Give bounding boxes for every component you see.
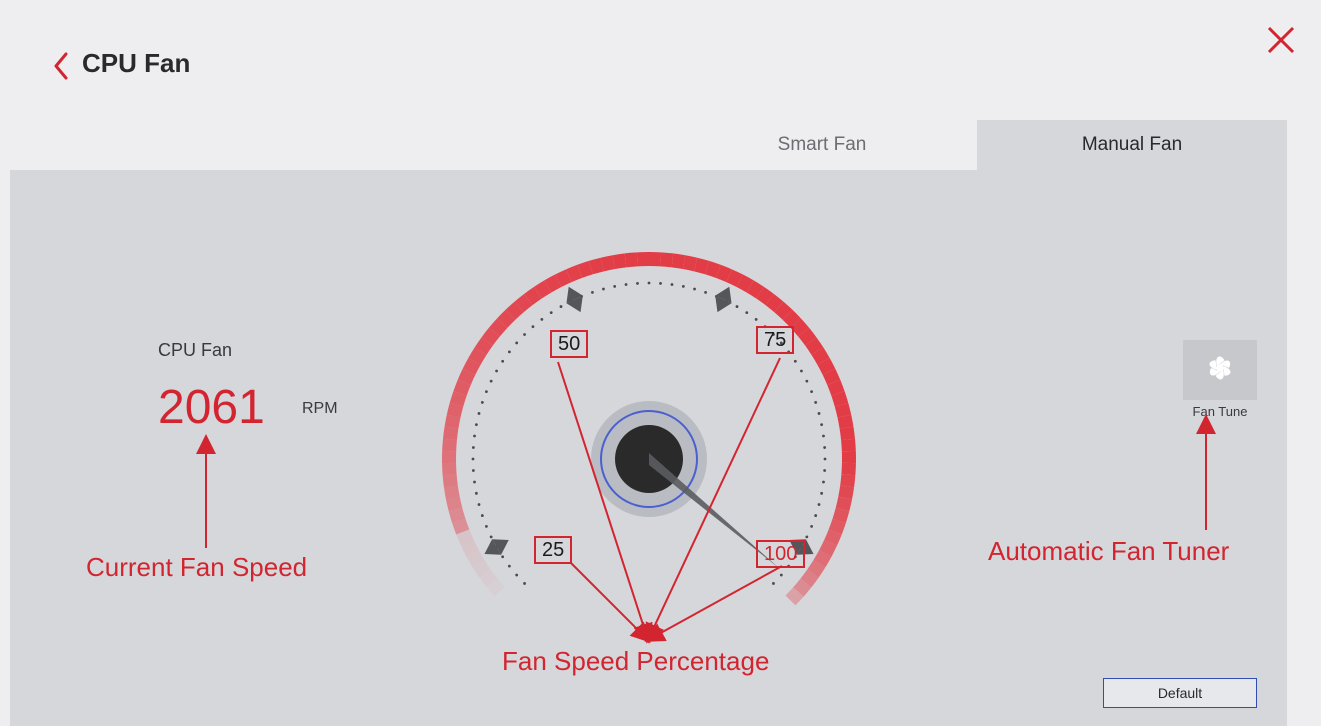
fan-speed-gauge[interactable] [429,239,869,679]
annotation-left: Current Fan Speed [86,552,307,583]
tab-smart-fan[interactable]: Smart Fan [667,120,977,170]
gauge-tick-label[interactable]: 50 [550,330,588,358]
readout-value: 2061 [158,380,265,435]
gauge-tick-label[interactable]: 75 [756,326,794,354]
fan-tune-button[interactable]: Fan Tune [1183,340,1257,419]
fan-tune-label: Fan Tune [1183,404,1257,419]
fan-icon [1202,350,1238,391]
readout-unit: RPM [302,400,338,418]
header-bar: CPU Fan [0,0,1321,120]
readout-label: CPU Fan [158,340,232,361]
page-title: CPU Fan [82,48,190,79]
fan-tune-icon-box [1183,340,1257,400]
app-root: CPU Fan Smart Fan Manual Fan CPU Fan 206… [0,0,1321,726]
default-button[interactable]: Default [1103,678,1257,708]
close-button[interactable] [1265,24,1297,56]
gauge-tick-label[interactable]: 100 [756,540,805,568]
tab-bar: Smart Fan Manual Fan [10,120,1287,170]
tab-manual-fan[interactable]: Manual Fan [977,120,1287,170]
main-panel: CPU Fan 2061 RPM [10,170,1287,726]
gauge-tick-label[interactable]: 25 [534,536,572,564]
annotation-right: Automatic Fan Tuner [988,536,1229,567]
back-button[interactable] [52,52,72,80]
